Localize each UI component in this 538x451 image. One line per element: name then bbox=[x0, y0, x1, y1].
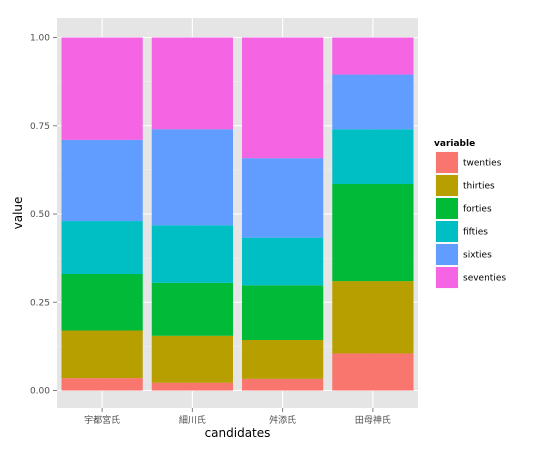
legend-label-fifties: fifties bbox=[463, 228, 488, 238]
bar-segment-sixties bbox=[332, 74, 414, 130]
bar-segment-forties bbox=[332, 183, 414, 282]
x-axis: 宇都宮氏 細川氏 舛添氏 田母神氏 bbox=[84, 408, 391, 426]
x-tick-label: 宇都宮氏 bbox=[84, 414, 120, 426]
legend-label-twenties: twenties bbox=[463, 159, 502, 169]
legend-label-forties: forties bbox=[463, 205, 492, 215]
legend-title: variable bbox=[434, 139, 475, 149]
y-tick-label: 1.00 bbox=[30, 34, 50, 44]
legend-label-seventies: seventies bbox=[463, 274, 506, 284]
bar-segment-thirties bbox=[61, 330, 143, 379]
bar-segment-seventies bbox=[332, 37, 414, 75]
x-axis-title: candidates bbox=[205, 426, 271, 440]
legend: variable twenties thirties forties fifties s… bbox=[434, 139, 506, 290]
y-axis: 0.00 0.25 0.50 0.75 1.00 bbox=[30, 34, 57, 397]
bar-segment-forties bbox=[151, 282, 233, 336]
y-axis-title: value bbox=[11, 197, 25, 230]
legend-label-thirties: thirties bbox=[463, 182, 495, 192]
legend-label-sixties: sixties bbox=[463, 251, 492, 261]
bar-segment-seventies bbox=[61, 37, 143, 140]
legend-key-sixties bbox=[436, 244, 458, 265]
bar-segment-twenties bbox=[332, 353, 414, 391]
legend-key-seventies bbox=[436, 267, 458, 288]
bar-segment-thirties bbox=[332, 281, 414, 354]
y-tick-label: 0.75 bbox=[30, 122, 50, 132]
y-tick-label: 0.00 bbox=[30, 387, 50, 397]
bar-segment-sixties bbox=[61, 139, 143, 222]
bar-segment-sixties bbox=[242, 158, 324, 238]
bar-segment-twenties bbox=[151, 382, 233, 391]
y-tick-label: 0.25 bbox=[30, 298, 50, 308]
bar-segment-fifties bbox=[151, 225, 233, 283]
bar-segment-thirties bbox=[242, 340, 324, 379]
bar-segment-forties bbox=[242, 285, 324, 341]
x-tick-label: 細川氏 bbox=[179, 414, 206, 426]
bar-segment-seventies bbox=[242, 37, 324, 159]
legend-key-thirties bbox=[436, 175, 458, 196]
x-tick-label: 田母神氏 bbox=[355, 414, 391, 426]
bar-segment-fifties bbox=[242, 237, 324, 286]
bar-segment-seventies bbox=[151, 37, 233, 130]
bar-segment-forties bbox=[61, 274, 143, 331]
bar-segment-thirties bbox=[151, 335, 233, 383]
x-tick-label: 舛添氏 bbox=[269, 414, 296, 426]
bars bbox=[61, 37, 414, 391]
y-tick-label: 0.50 bbox=[30, 210, 50, 220]
bar-segment-fifties bbox=[332, 129, 414, 184]
bar-segment-sixties bbox=[151, 129, 233, 226]
bar-segment-twenties bbox=[61, 378, 143, 391]
legend-key-fifties bbox=[436, 221, 458, 242]
legend-key-twenties bbox=[436, 152, 458, 173]
bar-segment-twenties bbox=[242, 378, 324, 391]
bar-segment-fifties bbox=[61, 221, 143, 275]
legend-key-forties bbox=[436, 198, 458, 219]
